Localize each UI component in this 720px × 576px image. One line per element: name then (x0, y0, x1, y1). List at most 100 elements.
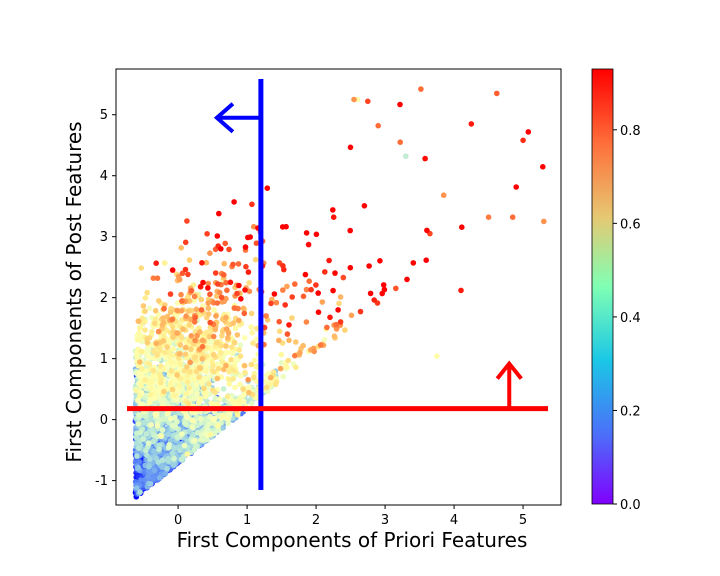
scatter-point (142, 327, 148, 333)
scatter-point (151, 320, 158, 327)
scatter-point (305, 241, 312, 248)
scatter-point (267, 374, 274, 381)
scatter-point (282, 302, 289, 308)
scatter-point (169, 422, 176, 429)
scatter-point (241, 310, 248, 317)
scatter-point (513, 184, 519, 190)
scatter-point (253, 325, 260, 332)
scatter-point (185, 271, 191, 278)
scatter-point (183, 414, 190, 420)
scatter-point (192, 437, 198, 444)
scatter-point (185, 308, 192, 314)
scatter-point (170, 334, 176, 340)
scatter-point (335, 307, 341, 313)
scatter-point (221, 260, 227, 267)
scatter-point (170, 363, 176, 369)
scatter-point (218, 294, 225, 301)
scatter-point (337, 319, 344, 325)
scatter-point (182, 266, 189, 273)
scatter-point (252, 256, 259, 263)
scatter-point (241, 335, 248, 341)
points-layer (132, 86, 547, 500)
scatter-point (156, 298, 162, 304)
scatter-point (152, 391, 158, 397)
scatter-point (169, 386, 176, 393)
scatter-point (212, 395, 219, 401)
scatter-point (221, 272, 227, 278)
scatter-point (191, 447, 198, 453)
scatter-point (143, 368, 149, 374)
scatter-point (276, 318, 283, 325)
y-tick-label: 0 (100, 413, 108, 428)
scatter-point (152, 395, 158, 401)
scatter-point (137, 359, 143, 365)
scatter-point (242, 244, 249, 250)
scatter-point (311, 348, 318, 355)
scatter-point (319, 299, 326, 305)
scatter-point (248, 310, 255, 317)
scatter-point (137, 401, 144, 408)
scatter-point (232, 384, 238, 391)
scatter-point (214, 300, 221, 306)
scatter-point (198, 296, 205, 303)
scatter-point (381, 286, 388, 293)
scatter-point (241, 362, 248, 369)
scatter-point (147, 456, 153, 463)
scatter-point (212, 270, 219, 276)
scatter-point (226, 381, 233, 387)
scatter-point (186, 257, 193, 263)
scatter-point (205, 311, 212, 317)
scatter-point (357, 308, 364, 315)
scatter-point (143, 413, 149, 419)
scatter-point (263, 313, 269, 319)
scatter-point (171, 445, 178, 451)
scatter-point (181, 442, 188, 449)
scatter-point (135, 421, 142, 427)
scatter-point (336, 300, 342, 307)
scatter-point (202, 416, 209, 422)
scatter-point (178, 245, 184, 251)
scatter-point (236, 282, 242, 289)
scatter-point (197, 415, 204, 422)
scatter-point (215, 365, 222, 372)
scatter-point (207, 431, 214, 438)
scatter-point (184, 379, 191, 386)
scatter-point (197, 283, 204, 290)
scatter-point (423, 257, 430, 264)
scatter-point (145, 468, 151, 474)
scatter-point (193, 368, 200, 375)
scatter-point (159, 457, 166, 464)
scatter-point (203, 368, 209, 375)
scatter-point (165, 431, 172, 438)
scatter-point (191, 395, 198, 402)
scatter-point (238, 296, 244, 302)
scatter-point (178, 291, 184, 298)
scatter-point (236, 317, 242, 324)
scatter-point (333, 321, 340, 328)
scatter-point (189, 417, 196, 424)
scatter-point (136, 330, 142, 336)
scatter-point (155, 328, 162, 335)
scatter-point (285, 357, 292, 364)
scatter-point (152, 316, 159, 322)
scatter-point (169, 450, 176, 457)
scatter-point (272, 381, 279, 388)
scatter-point (215, 422, 221, 429)
scatter-point (169, 316, 176, 323)
scatter-point (148, 422, 155, 428)
scatter-point (133, 434, 139, 441)
scatter-point (347, 264, 354, 271)
scatter-point (176, 382, 183, 389)
scatter-point (183, 391, 190, 397)
scatter-point (169, 359, 176, 365)
scatter-point (253, 336, 260, 343)
scatter-point (211, 307, 217, 313)
scatter-point (170, 346, 176, 352)
scatter-point (242, 287, 248, 293)
scatter-point (153, 260, 159, 267)
scatter-point (182, 419, 188, 426)
scatter-point (177, 342, 184, 348)
x-tick-label: 1 (243, 513, 251, 528)
scatter-point (271, 291, 278, 297)
scatter-point (253, 240, 260, 246)
